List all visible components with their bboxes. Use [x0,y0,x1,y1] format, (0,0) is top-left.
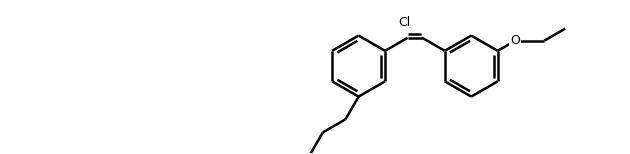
Text: O: O [510,34,520,47]
Text: Cl: Cl [399,16,411,29]
